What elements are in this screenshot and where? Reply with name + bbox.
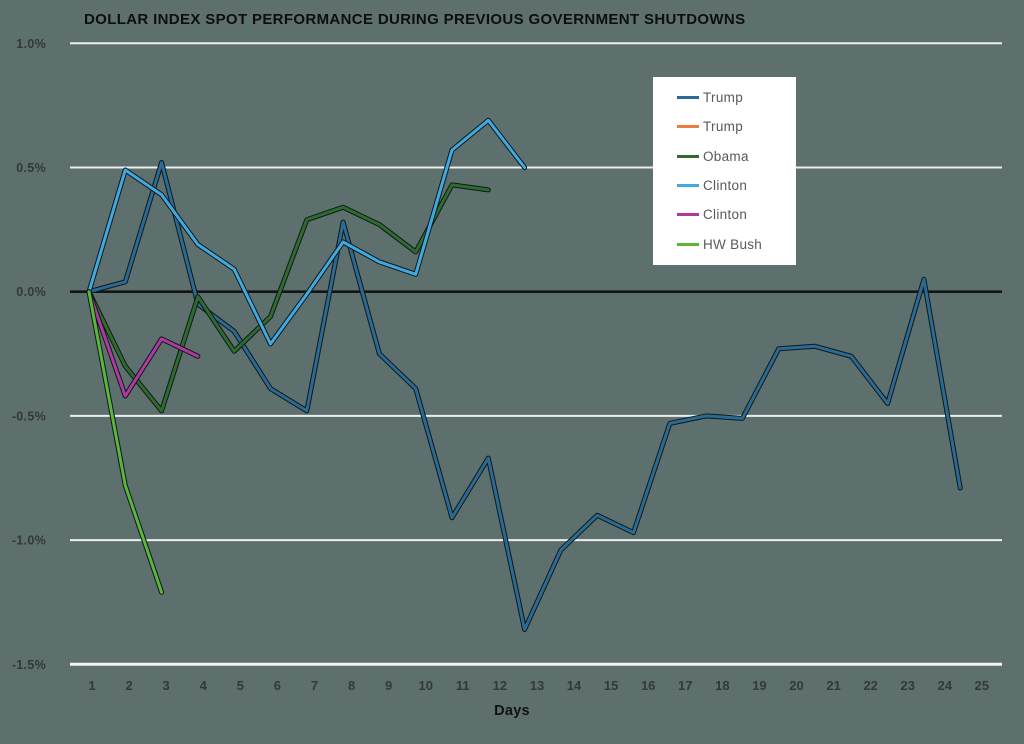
y-tick-label: -0.5% — [12, 409, 46, 423]
legend-line-sample — [677, 213, 699, 217]
x-tick-label: 2 — [125, 678, 132, 693]
x-tick-label: 14 — [567, 678, 582, 693]
legend-label: Clinton — [703, 207, 748, 223]
x-tick-label: 7 — [311, 678, 318, 693]
x-tick-label: 10 — [418, 678, 432, 693]
chart-title: DOLLAR INDEX SPOT PERFORMANCE DURING PRE… — [84, 11, 746, 28]
legend-label: HW Bush — [703, 236, 763, 252]
y-tick-label: 0.5% — [16, 161, 46, 175]
legend-item-clinton: Clinton — [653, 202, 796, 228]
legend-label: Clinton — [703, 178, 748, 194]
x-tick-label: 6 — [274, 678, 281, 693]
x-tick-label: 21 — [826, 678, 840, 693]
x-tick-label: 13 — [530, 678, 544, 693]
series-line-clinton — [87, 290, 200, 398]
legend-label: Obama — [703, 148, 749, 164]
series-outline-0 — [86, 160, 963, 632]
series-outline-5 — [86, 289, 165, 595]
x-tick-label: 12 — [493, 678, 507, 693]
legend-line-sample — [677, 154, 699, 158]
x-tick-label: 18 — [715, 678, 729, 693]
legend-item-hw-bush: HW Bush — [653, 231, 796, 257]
x-tick-label: 5 — [237, 678, 244, 693]
legend-item-trump: Trump — [653, 85, 796, 111]
x-tick-label: 17 — [678, 678, 692, 693]
x-tick-label: 20 — [789, 678, 803, 693]
x-tick-label: 15 — [604, 678, 618, 693]
legend-line-sample — [677, 96, 699, 100]
series-line-clinton — [87, 118, 527, 346]
x-tick-label: 1 — [88, 678, 95, 693]
x-axis-title: Days — [494, 703, 530, 719]
x-tick-label: 11 — [456, 678, 470, 693]
legend-line-sample — [677, 125, 699, 129]
legend: Trump Trump Obama Clinton Clinton HW Bush — [653, 77, 796, 265]
series-line-trump — [87, 161, 962, 631]
x-tick-label: 23 — [901, 678, 915, 693]
x-tick-label: 3 — [163, 678, 170, 693]
legend-item-trump: Trump — [653, 114, 796, 140]
y-tick-label: 0.0% — [16, 285, 46, 299]
legend-item-obama: Obama — [653, 143, 796, 169]
legend-item-clinton: Clinton — [653, 173, 796, 199]
legend-label: Trump — [703, 90, 744, 106]
x-tick-label: 8 — [348, 678, 355, 693]
x-tick-label: 9 — [385, 678, 392, 693]
x-tick-label: 16 — [641, 678, 655, 693]
y-tick-label: -1.0% — [12, 534, 46, 548]
legend-line-sample — [677, 184, 699, 188]
series-outline-2 — [86, 182, 491, 414]
legend-line-sample — [677, 242, 699, 246]
x-tick-label: 19 — [752, 678, 766, 693]
x-tick-label: 25 — [975, 678, 989, 693]
y-tick-label: 1.0% — [16, 37, 46, 51]
x-tick-label: 4 — [200, 678, 208, 693]
x-tick-label: 22 — [863, 678, 877, 693]
x-tick-label: 24 — [938, 678, 953, 693]
series-outline-3 — [86, 117, 528, 347]
legend-label: Trump — [703, 119, 744, 135]
series-line-hw-bush — [87, 290, 164, 594]
y-tick-label: -1.5% — [12, 658, 46, 672]
series-line-obama — [87, 183, 490, 413]
